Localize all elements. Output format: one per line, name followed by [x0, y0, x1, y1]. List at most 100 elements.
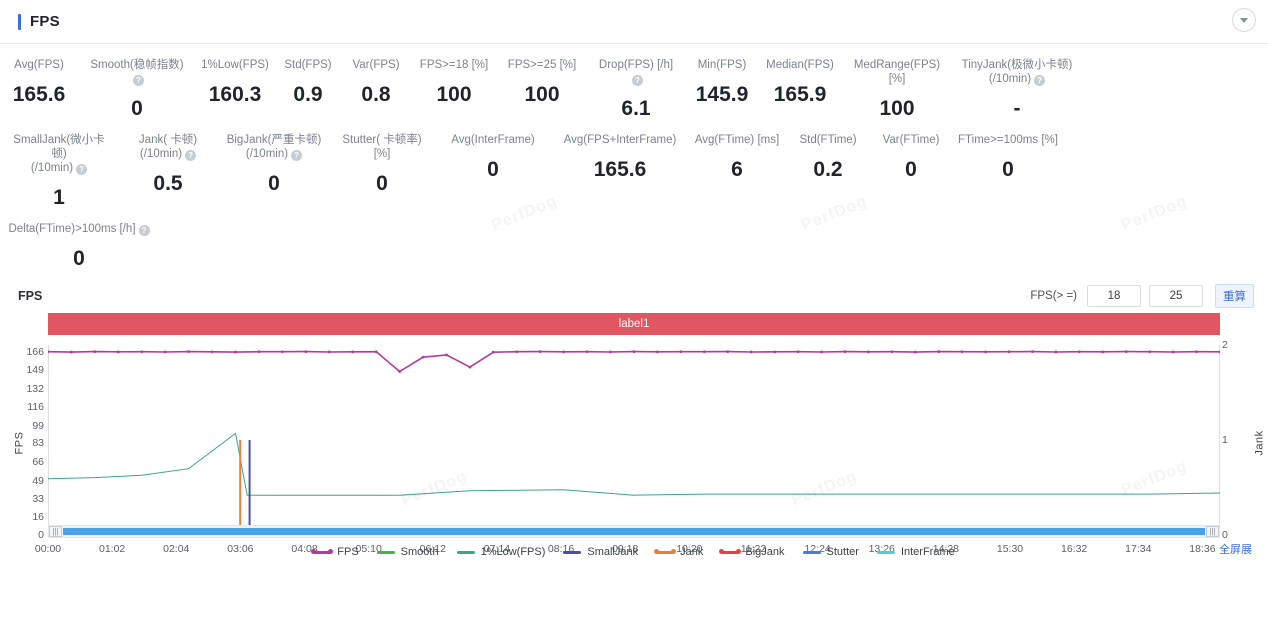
y-tick-label: 0 [38, 529, 44, 541]
x-tick-label: 06:12 [419, 543, 446, 555]
scrollbar-handle-right[interactable]: ||| [1206, 526, 1219, 537]
metric-value: 0.2 [813, 158, 843, 181]
metric-value: 0 [73, 247, 85, 270]
chart-legend: FPS Smooth 1%Low(FPS) SmallJank Jank BigJank S… [0, 546, 1268, 558]
metric-label: FTime>=100ms [%] [958, 134, 1058, 146]
help-icon[interactable]: ? [1034, 75, 1046, 86]
legend-label: 1%Low(FPS) [480, 546, 546, 558]
metric-cell: Var(FPS) 0.8 [342, 58, 410, 107]
metric-cell: Drop(FPS) [/h]? 6.1 [586, 58, 686, 121]
legend-label: Jank [680, 546, 704, 558]
x-tick-label: 17:34 [1125, 543, 1152, 555]
metric-label: Avg(FPS) [14, 59, 64, 71]
legend-label: BigJank [745, 546, 785, 558]
y2-tick-label: 2 [1222, 339, 1228, 351]
x-tick-label: 18:36 [1189, 543, 1216, 555]
metric-value: 160.3 [208, 83, 262, 106]
metric-value: 6.1 [621, 97, 651, 120]
metric-value: 0 [487, 158, 499, 181]
legend-label: SmallJank [587, 546, 639, 558]
legend-label: Smooth [400, 546, 439, 558]
metric-value: 6 [731, 158, 743, 181]
metric-cell: Delta(FTime)>100ms [/h]? 0 [0, 222, 158, 271]
legend-color-swatch [311, 549, 334, 554]
metric-cell: FPS>=18 [%] 100 [410, 58, 498, 107]
chart-horizontal-scrollbar[interactable]: ||| ||| [48, 525, 1220, 538]
scrollbar-track-fill[interactable] [63, 528, 1205, 535]
legend-color-swatch [876, 550, 895, 554]
help-icon[interactable]: ? [133, 75, 144, 86]
metric-row: Avg(FPS) 165.6 Smooth(稳帧指数)? 0 1%Low(FPS) 160… [0, 58, 1268, 121]
metric-label: Avg(InterFrame) [451, 134, 535, 146]
collapse-button[interactable] [1232, 8, 1256, 32]
x-tick-label: 04:08 [291, 543, 318, 555]
metric-value: 0 [131, 97, 143, 120]
y-tick-label: 149 [26, 364, 44, 377]
legend-label: FPS [337, 546, 359, 558]
metric-value: 100 [524, 83, 560, 106]
y-tick-label: 132 [26, 383, 44, 396]
metric-label: FPS>=25 [%] [507, 59, 577, 71]
legend-item[interactable]: Stutter [802, 546, 859, 558]
metric-label: Min(FPS) [697, 59, 747, 71]
metric-label: Std(FTime) [799, 134, 857, 146]
metric-cell: Jank( 卡顿) (/10min)? 0.5 [118, 133, 218, 196]
metric-cell: Avg(FPS+InterFrame) 165.6 [552, 133, 688, 182]
legend-color-swatch [376, 550, 395, 554]
help-icon[interactable]: ? [185, 150, 197, 161]
legend-color-swatch [719, 549, 742, 554]
metric-label: Drop(FPS) [/h]? [598, 59, 674, 86]
legend-item[interactable]: InterFrame [876, 546, 955, 558]
metric-value: 100 [436, 83, 472, 106]
help-icon[interactable]: ? [632, 75, 643, 86]
metric-row: Delta(FTime)>100ms [/h]? 0 [0, 222, 1268, 271]
legend-item[interactable]: Jank [654, 546, 704, 558]
legend-item[interactable]: SmallJank [563, 546, 638, 558]
metric-cell: Min(FPS) 145.9 [686, 58, 758, 107]
threshold-low-input[interactable] [1087, 285, 1141, 307]
threshold-high-input[interactable] [1149, 285, 1203, 307]
metric-value: 165.6 [12, 83, 66, 106]
title-accent-bar [18, 13, 21, 30]
metric-value: 0 [1002, 158, 1014, 181]
legend-color-swatch [563, 550, 582, 554]
metric-cell: Avg(InterFrame) 0 [434, 133, 552, 182]
x-tick-label: 01:02 [98, 543, 126, 555]
chart-title: FPS [18, 289, 43, 303]
metric-cell: Smooth(稳帧指数)? 0 [78, 58, 196, 121]
fullscreen-button[interactable]: 全屏展 [1219, 544, 1252, 556]
metric-value: 0 [905, 158, 917, 181]
y2-tick-label: 0 [1222, 529, 1228, 541]
x-tick-label: 05:10 [355, 543, 382, 555]
chart-canvas[interactable] [48, 345, 1220, 540]
metric-value: 0.8 [361, 83, 391, 106]
metric-label: Smooth(稳帧指数)? [90, 59, 184, 86]
legend-item[interactable]: Smooth [376, 546, 439, 558]
scrollbar-handle-left[interactable]: ||| [49, 526, 62, 537]
x-tick-label: 03:06 [227, 543, 254, 555]
x-tick-label: 07:14 [483, 543, 511, 555]
metric-label: Avg(FPS+InterFrame) [563, 134, 677, 146]
legend-item[interactable]: 1%Low(FPS) [456, 546, 546, 558]
metric-cell: FTime>=100ms [%] 0 [952, 133, 1064, 182]
recalculate-button[interactable]: 重算 [1215, 284, 1254, 308]
metric-cell: MedRange(FPS)[%] 100 [842, 58, 952, 121]
y-tick-label: 33 [32, 492, 44, 505]
legend-item[interactable]: FPS [311, 546, 359, 558]
metric-cell: TinyJank(极微小卡顿) (/10min)? - [952, 58, 1082, 121]
y2-axis-ticks: 0 1 2 [1222, 340, 1246, 541]
help-icon[interactable]: ? [138, 225, 150, 236]
metric-value: 165.6 [593, 158, 647, 181]
help-icon[interactable]: ? [291, 150, 303, 161]
legend-label: InterFrame [900, 546, 955, 558]
x-tick-label: 15:30 [996, 543, 1024, 555]
legend-item[interactable]: BigJank [719, 546, 785, 558]
metric-value: - [1013, 97, 1021, 120]
metric-label: TinyJank(极微小卡顿) (/10min)? [961, 59, 1073, 86]
metric-label: Median(FPS) [766, 59, 834, 71]
help-icon[interactable]: ? [76, 164, 88, 175]
metric-value: 1 [53, 186, 65, 209]
fps-threshold-label: FPS(> =) [1030, 290, 1077, 302]
x-tick-label: 02:04 [163, 543, 190, 555]
x-tick-label: 11:22 [740, 543, 767, 555]
